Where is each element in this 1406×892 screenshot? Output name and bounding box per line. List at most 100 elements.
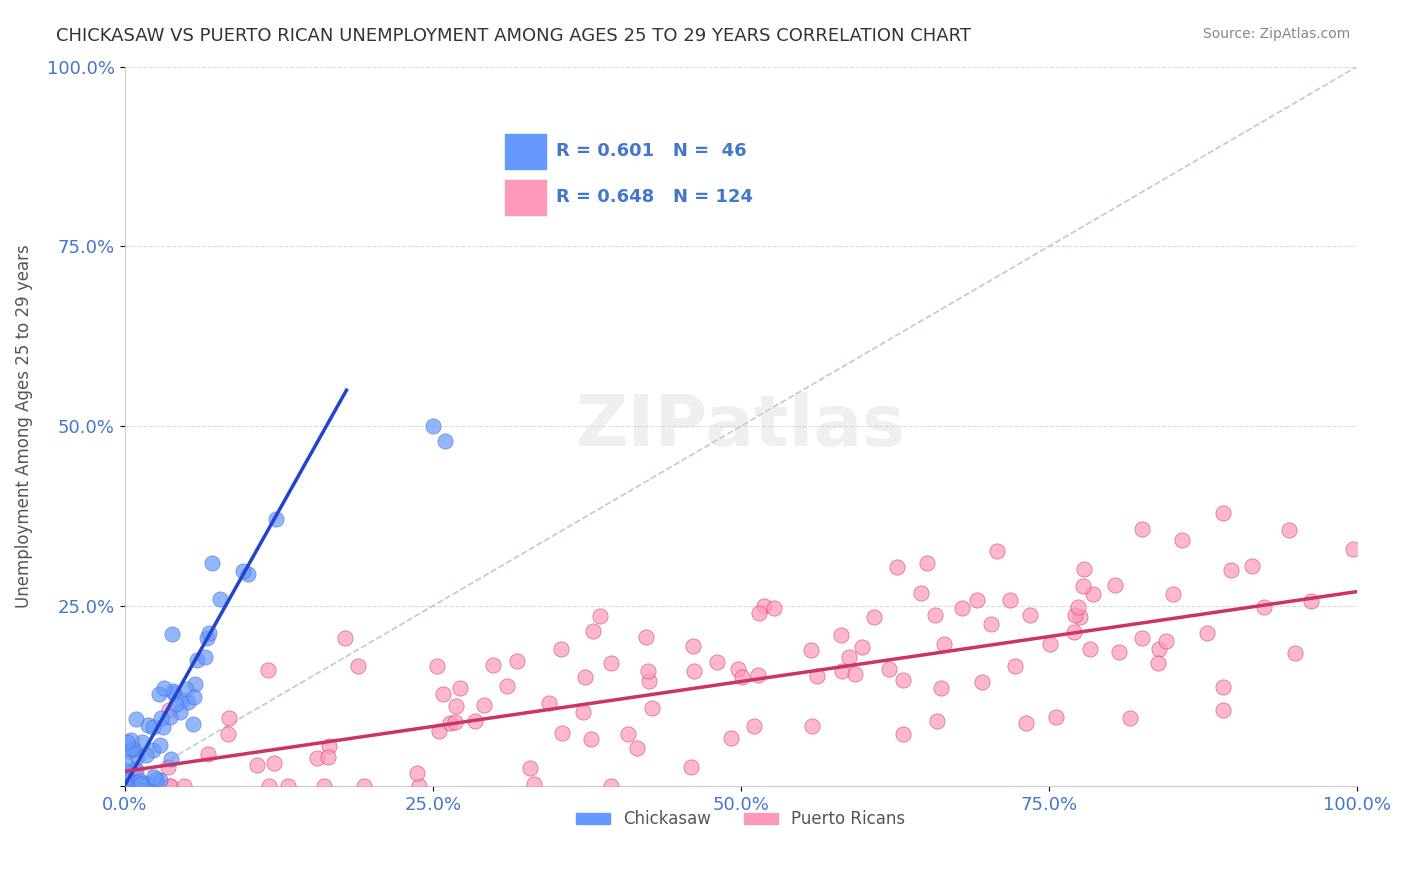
Puerto Ricans	[1154, 633, 1177, 648]
Puerto Ricans	[932, 637, 955, 651]
Puerto Ricans	[347, 659, 370, 673]
Puerto Ricans	[1039, 637, 1062, 651]
Puerto Ricans	[910, 586, 932, 600]
Puerto Ricans	[1130, 632, 1153, 646]
Puerto Ricans	[1119, 711, 1142, 725]
Puerto Ricans	[159, 779, 181, 793]
Puerto Ricans	[838, 650, 860, 665]
Puerto Ricans	[246, 758, 269, 772]
Chickasaw	[117, 778, 139, 792]
Puerto Ricans	[924, 608, 946, 623]
Chickasaw	[131, 735, 153, 749]
Puerto Ricans	[1170, 533, 1192, 547]
Puerto Ricans	[1253, 599, 1275, 614]
Chickasaw	[186, 653, 208, 667]
Puerto Ricans	[931, 681, 953, 695]
Chickasaw	[170, 693, 193, 707]
Chickasaw	[434, 434, 457, 448]
Chickasaw	[124, 712, 146, 726]
Puerto Ricans	[682, 639, 704, 653]
Puerto Ricans	[1104, 577, 1126, 591]
Puerto Ricans	[742, 719, 765, 733]
Puerto Ricans	[318, 739, 340, 754]
Puerto Ricans	[966, 593, 988, 607]
Puerto Ricans	[1063, 625, 1085, 640]
Puerto Ricans	[886, 559, 908, 574]
Puerto Ricans	[1161, 586, 1184, 600]
Chickasaw	[169, 705, 191, 719]
Puerto Ricans	[318, 750, 340, 764]
Puerto Ricans	[197, 747, 219, 761]
Text: Source: ZipAtlas.com: Source: ZipAtlas.com	[1202, 27, 1350, 41]
Puerto Ricans	[582, 624, 605, 638]
Chickasaw	[127, 749, 149, 764]
Puerto Ricans	[1071, 579, 1094, 593]
Chickasaw	[160, 752, 183, 766]
Puerto Ricans	[1197, 626, 1219, 640]
Puerto Ricans	[581, 732, 603, 747]
Chickasaw	[135, 776, 157, 790]
Chickasaw	[200, 556, 222, 570]
Puerto Ricans	[731, 670, 754, 684]
Chickasaw	[124, 762, 146, 776]
Puerto Ricans	[1004, 659, 1026, 673]
Puerto Ricans	[1219, 563, 1241, 577]
Chickasaw	[183, 690, 205, 704]
Chickasaw	[129, 777, 152, 791]
Puerto Ricans	[333, 631, 356, 645]
Puerto Ricans	[1064, 608, 1087, 623]
Puerto Ricans	[1078, 642, 1101, 657]
Puerto Ricans	[257, 779, 280, 793]
Puerto Ricans	[626, 741, 648, 756]
Puerto Ricans	[1147, 641, 1170, 656]
Puerto Ricans	[551, 725, 574, 739]
Puerto Ricans	[1045, 710, 1067, 724]
Puerto Ricans	[844, 667, 866, 681]
Puerto Ricans	[1018, 608, 1040, 623]
Puerto Ricans	[263, 756, 285, 771]
Puerto Ricans	[891, 673, 914, 687]
Chickasaw	[209, 591, 232, 606]
Puerto Ricans	[600, 779, 623, 793]
Chickasaw	[232, 565, 254, 579]
Puerto Ricans	[218, 711, 240, 725]
Puerto Ricans	[157, 760, 180, 774]
Chickasaw	[121, 741, 143, 756]
Puerto Ricans	[1015, 715, 1038, 730]
Puerto Ricans	[432, 687, 454, 701]
Puerto Ricans	[800, 642, 823, 657]
Chickasaw	[131, 779, 153, 793]
Puerto Ricans	[1299, 593, 1322, 607]
Chickasaw	[114, 765, 136, 780]
Text: CHICKASAW VS PUERTO RICAN UNEMPLOYMENT AMONG AGES 25 TO 29 YEARS CORRELATION CHA: CHICKASAW VS PUERTO RICAN UNEMPLOYMENT A…	[56, 27, 972, 45]
Chickasaw	[142, 743, 165, 757]
Chickasaw	[422, 419, 444, 434]
Puerto Ricans	[426, 659, 449, 673]
Puerto Ricans	[1108, 645, 1130, 659]
Puerto Ricans	[588, 608, 610, 623]
Puerto Ricans	[877, 662, 900, 676]
Puerto Ricans	[571, 705, 593, 719]
Puerto Ricans	[720, 731, 742, 745]
Puerto Ricans	[748, 606, 770, 620]
Puerto Ricans	[444, 715, 467, 730]
Chickasaw	[159, 709, 181, 723]
Puerto Ricans	[408, 779, 430, 793]
Chickasaw	[142, 720, 165, 734]
Puerto Ricans	[1341, 542, 1364, 557]
Puerto Ricans	[1240, 559, 1263, 574]
Chickasaw	[122, 742, 145, 756]
Puerto Ricans	[353, 779, 375, 793]
Puerto Ricans	[464, 714, 486, 728]
Puerto Ricans	[1147, 657, 1170, 671]
Puerto Ricans	[217, 727, 239, 741]
Chickasaw	[181, 717, 204, 731]
Chickasaw	[198, 626, 221, 640]
Chickasaw	[115, 764, 138, 778]
Chickasaw	[132, 779, 155, 793]
Puerto Ricans	[1000, 593, 1022, 607]
Puerto Ricans	[257, 663, 280, 677]
Puerto Ricans	[482, 657, 505, 672]
Chickasaw	[124, 775, 146, 789]
Puerto Ricans	[706, 656, 728, 670]
